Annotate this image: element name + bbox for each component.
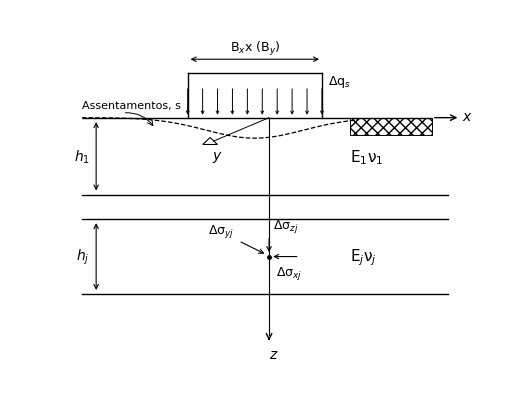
Text: h$_j$: h$_j$: [77, 247, 90, 267]
Text: z: z: [269, 347, 277, 361]
Text: Δσ$_{xj}$: Δσ$_{xj}$: [276, 264, 302, 281]
Text: Assentamentos, s: Assentamentos, s: [82, 101, 181, 110]
Text: E$_j$ν$_j$: E$_j$ν$_j$: [351, 247, 377, 267]
Text: h$_1$: h$_1$: [74, 148, 90, 166]
Text: E$_1$ν$_1$: E$_1$ν$_1$: [351, 148, 384, 166]
Text: x: x: [463, 110, 470, 124]
Text: Δσ$_{yj}$: Δσ$_{yj}$: [208, 222, 235, 240]
Bar: [351, 118, 432, 136]
Text: y: y: [212, 149, 220, 163]
Text: Δσ$_{zj}$: Δσ$_{zj}$: [273, 218, 299, 235]
Text: Δq$_s$: Δq$_s$: [328, 74, 351, 90]
Text: B$_x$x (B$_y$): B$_x$x (B$_y$): [229, 40, 280, 58]
